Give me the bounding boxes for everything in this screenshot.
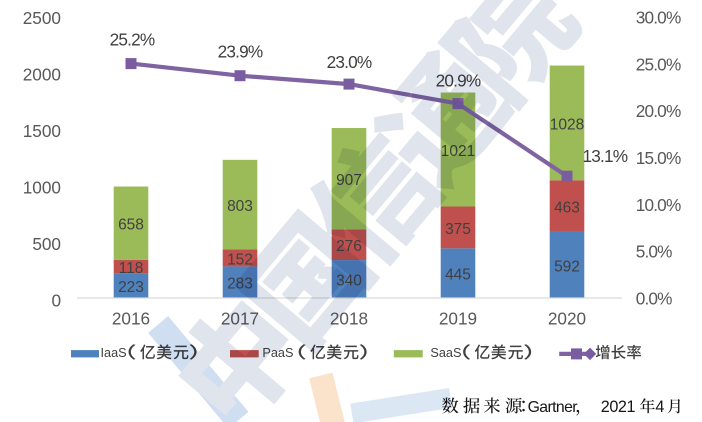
svg-text:445: 445 — [445, 267, 471, 284]
svg-text:2021: 2021 — [601, 398, 636, 416]
svg-text:2500: 2500 — [23, 8, 61, 28]
svg-text:2000: 2000 — [23, 65, 61, 85]
svg-text:803: 803 — [227, 198, 253, 215]
svg-text:2016: 2016 — [112, 309, 150, 329]
svg-text:13.1%: 13.1% — [583, 146, 628, 166]
svg-text:25.0%: 25.0% — [636, 54, 681, 74]
svg-text:2020: 2020 — [548, 309, 586, 329]
svg-text:658: 658 — [118, 217, 144, 234]
svg-text:4: 4 — [655, 398, 664, 416]
svg-text:592: 592 — [554, 258, 580, 275]
svg-text:152: 152 — [227, 251, 253, 268]
svg-text:1500: 1500 — [23, 121, 61, 141]
svg-text:23.0%: 23.0% — [327, 52, 372, 72]
svg-text:1000: 1000 — [23, 178, 61, 198]
svg-text:25.2%: 25.2% — [110, 30, 155, 50]
svg-text:2019: 2019 — [439, 309, 477, 329]
svg-text:0.0%: 0.0% — [636, 288, 672, 308]
svg-text:IaaS: IaaS — [101, 346, 127, 360]
svg-text:463: 463 — [554, 200, 580, 217]
svg-text:15.0%: 15.0% — [636, 148, 681, 168]
svg-text:5.0%: 5.0% — [636, 242, 672, 262]
svg-text:30.0%: 30.0% — [636, 8, 681, 28]
svg-text:0: 0 — [51, 291, 61, 311]
svg-text:Gartner: Gartner — [528, 399, 578, 416]
svg-text:223: 223 — [118, 279, 144, 296]
svg-text:23.9%: 23.9% — [218, 42, 263, 62]
svg-text:118: 118 — [119, 260, 144, 277]
svg-text:SaaS: SaaS — [430, 346, 461, 360]
svg-text:1028: 1028 — [550, 116, 584, 133]
svg-text:10.0%: 10.0% — [636, 195, 681, 215]
svg-text:20.0%: 20.0% — [636, 101, 681, 121]
svg-text:375: 375 — [445, 221, 471, 238]
svg-text:500: 500 — [32, 234, 61, 254]
